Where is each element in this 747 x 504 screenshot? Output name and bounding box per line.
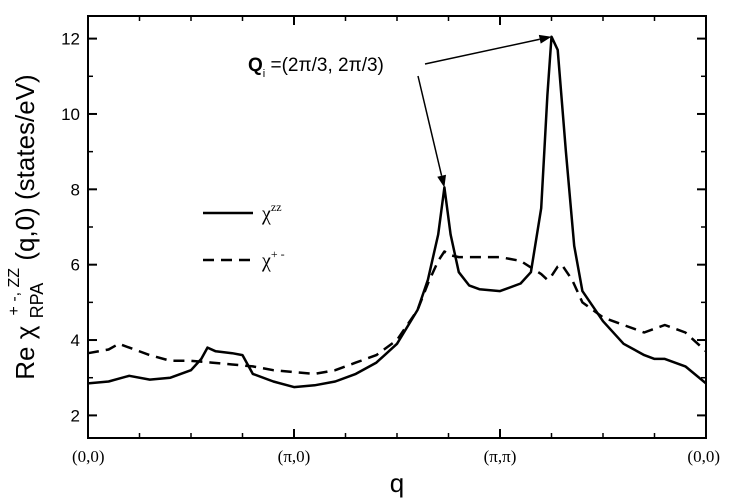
annotation-label: Qi =(2π/3, 2π/3) (248, 55, 384, 80)
y-axis-title: Re χ RPA + -, ZZ (q,0) (states/eV) (0, 74, 49, 379)
legend-label-pm: χ+ - (261, 247, 285, 272)
y-axis-title-sub: RPA (27, 283, 47, 319)
y-axis-title-sup: + -, ZZ (6, 268, 23, 316)
y-tick-label: 8 (71, 180, 80, 199)
y-axis-title-prefix: Re χ (10, 325, 40, 379)
x-tick-label: (0,0) (687, 447, 720, 466)
svg-text:Re χ RPA + -, ZZ: Re χ RPA + -, ZZ (q,0) (states/eV) (0, 74, 49, 379)
x-tick-label: (0,0) (72, 447, 105, 466)
x-axis-title: q (390, 468, 404, 498)
x-tick-label: (π,0) (278, 447, 311, 466)
y-tick-label: 4 (71, 331, 80, 350)
y-tick-label: 10 (61, 105, 80, 124)
y-tick-label: 6 (71, 256, 80, 275)
series-line-zz (87, 35, 707, 389)
annotation-arrowhead-1 (437, 174, 446, 188)
series-line-pm (87, 250, 707, 376)
annotation-arrow-1 (417, 75, 443, 176)
annotation: Qi =(2π/3, 2π/3) (248, 34, 552, 188)
y-axis-title-suffix: (q,0) (states/eV) (10, 74, 40, 260)
y-tick-label: 2 (71, 406, 80, 425)
labels-layer: 2 4 6 8 10 12 (0,0) (π,0) (π,π) (0,0) (61, 30, 720, 466)
series-layer (87, 35, 707, 389)
plot-frame (87, 15, 707, 439)
y-tick-label: 12 (61, 30, 80, 49)
annotation-arrow-2 (424, 38, 540, 65)
annotation-arrowhead-2 (538, 34, 552, 44)
legend-label-zz: χzz (261, 200, 282, 225)
legend: χzz χ+ - (203, 200, 285, 272)
x-tick-label: (π,π) (484, 447, 517, 466)
